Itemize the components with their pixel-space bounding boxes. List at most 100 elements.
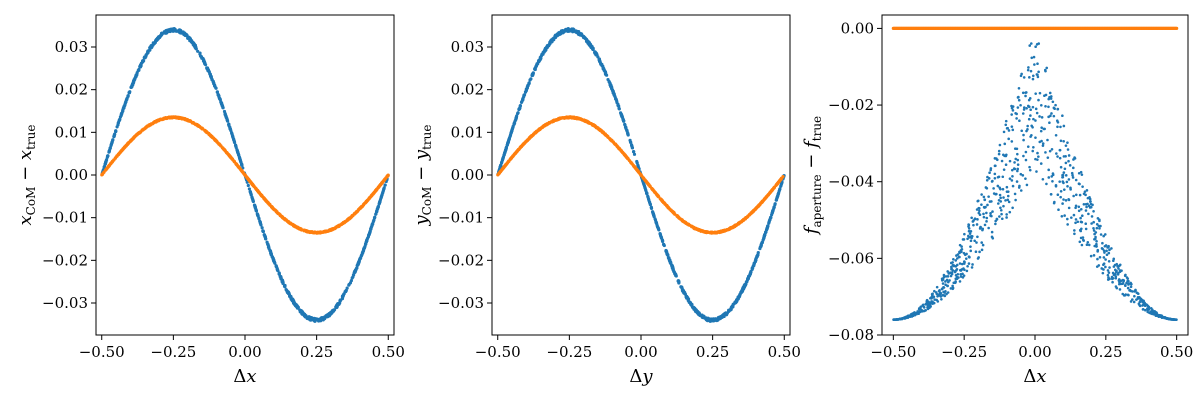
y-tick-label: −0.02	[438, 251, 484, 269]
data-point	[604, 133, 608, 137]
data-point	[736, 296, 740, 301]
data-point	[568, 29, 572, 33]
data-point	[168, 28, 172, 32]
data-point	[1124, 284, 1127, 288]
data-point	[1039, 162, 1043, 165]
data-point	[1092, 209, 1095, 213]
data-point	[1011, 109, 1015, 112]
data-point	[1154, 314, 1158, 317]
y-axis-label-minus: −	[411, 160, 432, 187]
data-point	[721, 229, 725, 233]
data-point	[1117, 267, 1120, 270]
data-point	[1037, 98, 1040, 102]
data-point	[257, 191, 262, 195]
data-point	[248, 179, 252, 183]
data-point	[111, 138, 115, 142]
data-point	[1044, 104, 1047, 108]
data-point	[614, 97, 618, 102]
data-point	[623, 122, 627, 126]
data-point	[935, 292, 939, 296]
y-tick-label: 0.00	[55, 166, 88, 184]
data-point	[967, 234, 970, 238]
data-point	[1079, 207, 1083, 211]
data-point	[946, 270, 950, 273]
data-point	[299, 309, 303, 313]
x-axis-label-delta: Δ	[629, 366, 642, 387]
data-point	[130, 84, 134, 89]
data-point	[621, 118, 626, 122]
data-point	[1013, 147, 1017, 150]
data-point	[519, 144, 523, 148]
x-tick-label: 0.00	[228, 343, 261, 361]
data-point	[651, 188, 655, 192]
data-point	[1027, 66, 1030, 69]
data-point	[780, 180, 784, 184]
x-tick-label: −0.50	[79, 343, 125, 361]
data-point	[501, 155, 506, 159]
data-point	[1104, 265, 1107, 269]
data-point	[970, 216, 973, 220]
data-point	[240, 163, 244, 167]
data-point	[1061, 175, 1065, 179]
data-point	[731, 302, 735, 306]
data-point	[181, 31, 186, 35]
data-point	[1019, 172, 1023, 176]
data-point	[1062, 198, 1065, 201]
data-point	[518, 106, 522, 110]
data-point	[1001, 175, 1005, 179]
data-point	[1107, 271, 1111, 274]
data-point	[978, 250, 981, 254]
data-point	[539, 56, 543, 60]
data-point	[994, 222, 997, 226]
data-point	[1024, 94, 1027, 98]
data-point	[687, 300, 691, 304]
data-point	[966, 264, 969, 268]
data-point	[682, 291, 686, 295]
data-point	[313, 317, 317, 321]
data-point	[959, 269, 963, 272]
data-point	[998, 215, 1001, 218]
data-point	[987, 195, 990, 198]
data-point	[702, 229, 706, 233]
data-point	[1034, 92, 1037, 95]
data-point	[670, 264, 674, 268]
data-point	[1001, 187, 1005, 191]
data-point	[772, 205, 776, 209]
data-point	[1086, 196, 1090, 200]
data-point	[992, 187, 995, 190]
data-point	[153, 120, 158, 124]
data-point	[1095, 223, 1099, 226]
data-point	[1085, 205, 1088, 209]
data-point	[259, 222, 263, 226]
data-point	[951, 269, 955, 272]
data-point	[585, 38, 589, 43]
data-point	[899, 317, 902, 321]
data-point	[624, 125, 628, 129]
data-point	[1038, 91, 1042, 95]
data-point	[728, 308, 732, 312]
data-point	[102, 165, 106, 169]
data-point	[737, 221, 741, 226]
data-point	[680, 217, 684, 222]
data-point	[1120, 269, 1123, 272]
data-point	[936, 295, 939, 298]
data-point	[1027, 117, 1031, 121]
data-point	[905, 316, 908, 320]
data-point	[722, 312, 726, 317]
data-point	[1050, 175, 1054, 178]
data-point	[1079, 236, 1083, 240]
data-point	[1089, 254, 1093, 258]
data-point	[1005, 216, 1008, 219]
data-point	[1017, 86, 1021, 90]
data-point	[227, 122, 231, 126]
data-point	[268, 248, 272, 252]
data-point	[1019, 189, 1023, 192]
data-point	[1031, 77, 1035, 81]
data-point	[1103, 244, 1107, 248]
data-point	[1085, 189, 1089, 192]
data-point	[178, 28, 182, 32]
data-point	[1047, 168, 1050, 172]
data-point	[980, 203, 983, 206]
data-point	[1025, 107, 1028, 110]
data-point	[124, 144, 128, 148]
